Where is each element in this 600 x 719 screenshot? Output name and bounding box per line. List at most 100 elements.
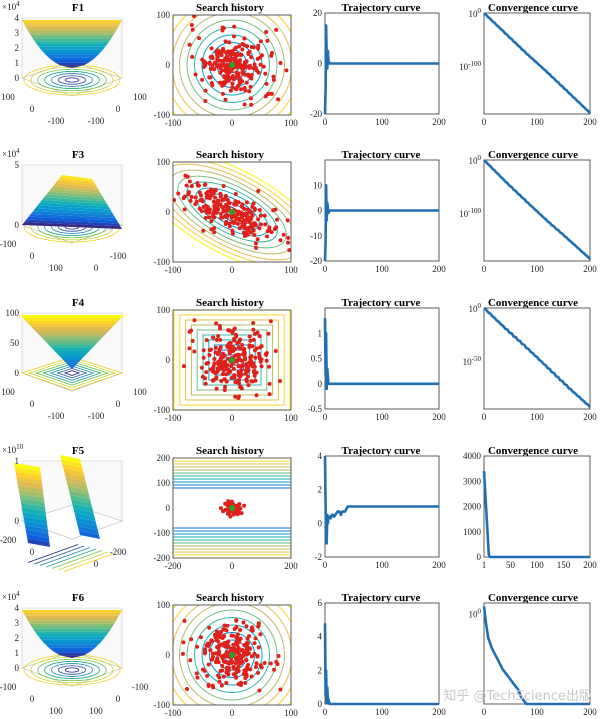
- search-point: [225, 208, 230, 213]
- search-point: [242, 346, 247, 351]
- search-point: [236, 83, 241, 88]
- search-point: [231, 214, 236, 219]
- tick-label: 200: [432, 412, 446, 422]
- floor-contour: [44, 71, 100, 89]
- search-point: [242, 206, 247, 211]
- tick-label: -100: [132, 682, 149, 692]
- surface-strip: [55, 62, 89, 66]
- search-point: [189, 637, 194, 642]
- search-point: [207, 60, 212, 65]
- search-point: [223, 56, 228, 61]
- search-point: [254, 346, 259, 351]
- search-point: [230, 74, 235, 79]
- search-point: [224, 379, 229, 384]
- surface-strip: [38, 636, 106, 640]
- search-point: [218, 337, 223, 342]
- search-point: [220, 25, 225, 30]
- surface-strip: [75, 517, 97, 526]
- search-point: [212, 357, 217, 362]
- tick-label: 4: [318, 451, 323, 461]
- tick-label: -100: [88, 116, 105, 126]
- tick-label: 0: [482, 412, 487, 422]
- search-point: [255, 330, 260, 335]
- surface-strip: [53, 183, 99, 191]
- search-point: [236, 345, 241, 350]
- search-point: [266, 364, 271, 369]
- tick-label: 0: [30, 547, 35, 557]
- panel-title: F3: [72, 149, 85, 161]
- panel-title: Convergence curve: [488, 2, 578, 14]
- tick-label: 0: [230, 265, 235, 275]
- search-point: [278, 61, 283, 66]
- search-point: [239, 358, 244, 363]
- surface-strip: [65, 477, 87, 486]
- surface-strip: [74, 512, 96, 522]
- floor-contour: [57, 665, 87, 675]
- search-point: [244, 59, 249, 64]
- search-point: [219, 215, 224, 220]
- tick-label: 0: [15, 516, 20, 526]
- search-point: [257, 354, 262, 359]
- search-point: [225, 363, 230, 368]
- contour-line: [194, 617, 270, 693]
- tick-label: 0: [166, 60, 171, 70]
- search-point: [244, 200, 249, 205]
- surface-strip: [22, 610, 122, 613]
- axes-frame: [483, 455, 591, 558]
- floor-contour: [49, 365, 95, 381]
- tick-label: 10-100: [459, 60, 481, 72]
- tick-label: 0: [477, 552, 482, 562]
- search-point: [248, 217, 253, 222]
- search-point: [251, 45, 256, 50]
- tick-label: 100: [49, 706, 63, 716]
- search-point: [227, 70, 232, 75]
- tick-label: 1: [482, 560, 487, 570]
- search-point: [243, 357, 248, 362]
- search-point: [246, 383, 251, 388]
- surface-strip: [23, 516, 48, 525]
- search-point: [220, 83, 225, 88]
- search-point: [236, 394, 241, 399]
- floor-contour: [63, 370, 81, 376]
- surface-strip: [55, 180, 97, 188]
- series-line: [483, 159, 591, 260]
- surface-strip: [57, 354, 87, 357]
- search-point: [207, 348, 212, 353]
- surface-strip: [36, 44, 108, 47]
- search-point: [234, 656, 239, 661]
- tick-label: 0: [166, 355, 171, 365]
- search-point: [217, 649, 222, 654]
- axes-floor: [21, 61, 123, 97]
- surface-strip: [18, 489, 44, 499]
- search-point: [246, 368, 251, 373]
- search-point: [224, 680, 229, 685]
- tick-label: 0: [318, 206, 323, 216]
- search-point: [209, 638, 214, 643]
- tick-label: 2000: [463, 502, 482, 512]
- search-point: [218, 194, 223, 199]
- search-point: [250, 225, 255, 230]
- search-point: [265, 38, 270, 43]
- floor-contour: [27, 544, 79, 563]
- tick-label: 0: [230, 708, 235, 718]
- search-point: [248, 338, 253, 343]
- search-point: [218, 66, 223, 71]
- search-point: [235, 666, 240, 671]
- surface-strip: [51, 348, 93, 351]
- panel-f1-convergence: Convergence curve 0 100 200 100 10-100: [459, 2, 597, 127]
- search-point: [275, 217, 280, 222]
- search-point: [223, 654, 228, 659]
- search-point: [256, 645, 261, 650]
- axes-frame: [172, 14, 292, 116]
- search-point: [234, 640, 239, 645]
- surface-strip: [57, 177, 96, 185]
- search-point: [240, 202, 245, 207]
- floor-contour: [37, 658, 107, 682]
- search-point: [253, 245, 258, 250]
- tick-label: 0: [15, 368, 20, 378]
- panel-f6-surface: F6 0 1 2 3 4×104 -100 0 100 100 0 -100: [0, 590, 149, 716]
- search-point: [183, 173, 188, 178]
- tick-label: 4: [318, 632, 323, 642]
- surface-strip: [63, 468, 85, 477]
- search-point: [188, 198, 193, 203]
